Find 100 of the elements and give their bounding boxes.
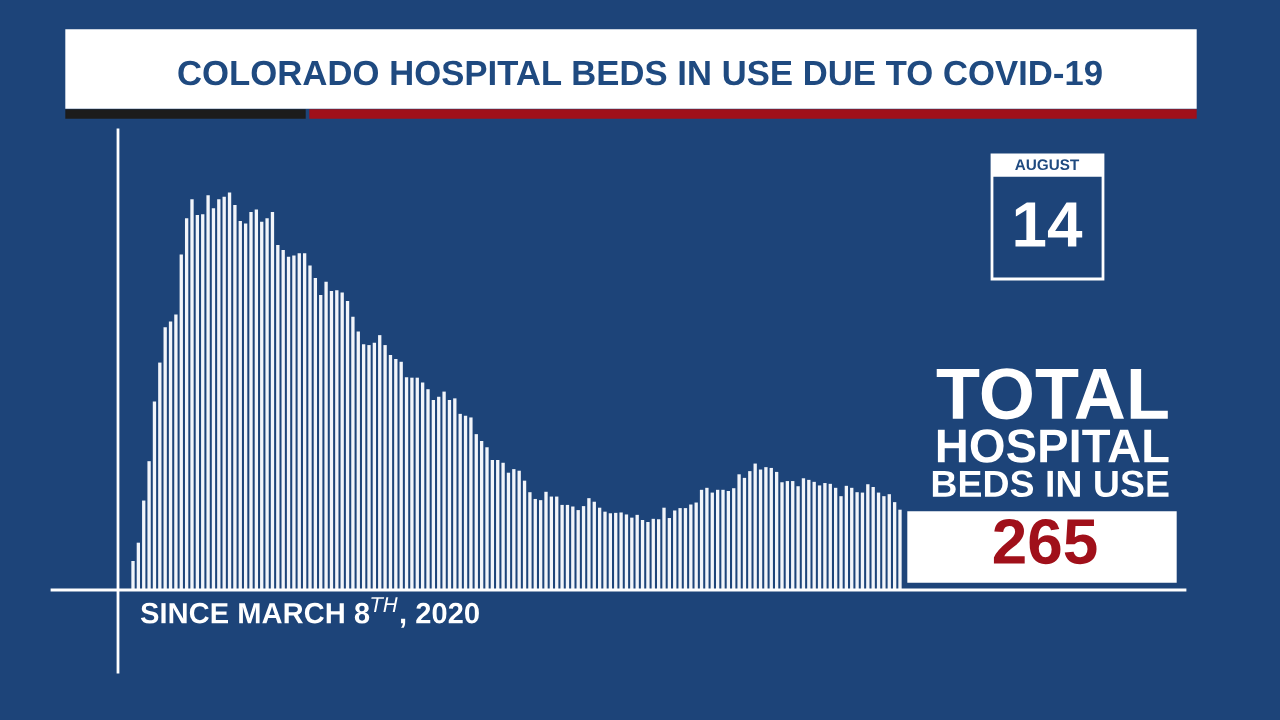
bar [394,358,398,590]
bar [281,250,285,590]
bar [855,492,859,590]
bar [817,485,822,590]
bar [238,221,242,590]
bar [474,434,478,590]
bar [206,195,210,590]
bar [678,508,682,590]
bar [388,355,393,590]
bar [378,335,382,590]
bar [345,300,350,590]
bar [329,291,334,590]
bar [431,399,436,590]
bar [372,342,377,590]
bar [501,462,505,590]
bar [286,256,291,590]
bar [619,512,623,590]
bar [313,277,318,590]
text: TOTAL [936,368,1168,420]
bar [791,481,795,590]
bar [479,440,484,590]
bar [249,211,253,590]
bar [721,489,725,590]
bar [351,316,355,590]
bar [404,377,409,590]
bar [324,281,328,590]
bar [211,208,216,590]
bar [705,487,709,590]
bar [201,214,205,590]
bar [780,482,784,590]
text: HOSPITAL [937,429,1169,463]
bar [179,254,183,590]
bar [624,514,629,590]
bar [496,459,500,590]
bar [447,399,452,590]
bar [490,459,495,590]
bar [217,199,221,590]
bar [485,447,489,590]
bar [227,192,232,590]
bar [292,255,296,590]
bar [222,196,226,590]
bar [748,471,752,590]
bar [340,292,344,590]
bar [158,362,162,590]
bar [174,314,178,590]
bar [383,345,387,590]
text: AUGUST [1015,159,1080,171]
bar [131,560,135,590]
bar [184,218,189,590]
text: 14 [1015,202,1083,247]
chart-title: COLORADO HOSPITAL BEDS IN USE DUE TO COVID-19 [178,60,1102,86]
bar [437,396,441,590]
bar [399,361,403,590]
bar [882,496,886,590]
bar [367,345,371,590]
bar [426,389,430,590]
bar [415,377,419,590]
bar [737,474,741,590]
bar [646,522,650,590]
bar [195,215,200,590]
bar [544,491,548,590]
bar [839,496,843,590]
bar [270,211,275,590]
bar [898,509,902,590]
bar [732,488,736,590]
text: BEDS IN USE [932,470,1169,498]
bar [420,382,425,590]
bar [243,223,248,590]
bar [297,253,301,590]
bar [361,344,366,590]
bar [410,377,414,590]
bar [796,486,800,590]
bar [785,481,790,590]
bar [764,467,768,590]
x-axis-title: SINCE MARCH 8$^{TH}$, 2020 [140,597,479,628]
bar [233,205,237,590]
bar [453,398,457,590]
bar [823,483,827,590]
bar [276,244,280,590]
bar [168,321,173,590]
bar [560,504,564,590]
bar [254,209,259,590]
bar [463,415,468,590]
bar [335,290,339,590]
text: 265 [993,518,1097,565]
bar [442,391,446,590]
bar [190,199,194,590]
bar [163,327,167,590]
bar [302,253,307,590]
bar [147,461,151,590]
bar [528,492,532,590]
bar [603,511,607,590]
bar [673,510,677,590]
bar [662,507,666,590]
bar [512,469,516,590]
bar [265,218,269,590]
bar [308,265,312,590]
bar [319,294,323,590]
bar [356,331,360,590]
bar [469,417,473,590]
